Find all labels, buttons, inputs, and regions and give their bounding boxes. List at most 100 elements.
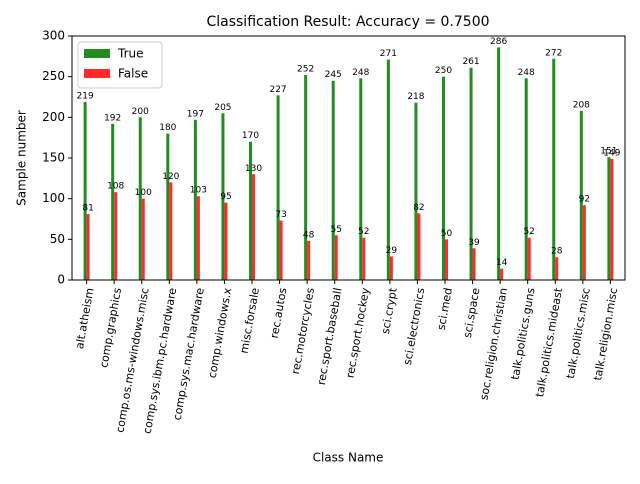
- value-label: 50: [441, 229, 453, 239]
- bar: [307, 240, 311, 280]
- bar: [334, 235, 338, 280]
- bar: [555, 257, 559, 280]
- value-label: 248: [518, 68, 535, 78]
- bar: [500, 268, 504, 280]
- legend-swatch: [84, 49, 110, 58]
- x-tick-label: comp.windows.x: [206, 286, 235, 379]
- bar: [276, 95, 280, 280]
- value-label: 218: [407, 92, 424, 102]
- value-label: 252: [297, 65, 314, 75]
- bar: [610, 158, 614, 280]
- value-label: 108: [107, 182, 124, 192]
- y-tick-label: 200: [42, 110, 65, 124]
- bar: [331, 80, 335, 280]
- bar: [362, 237, 366, 280]
- value-label: 81: [82, 204, 93, 214]
- x-axis-label: Class Name: [313, 451, 384, 465]
- value-label: 95: [220, 192, 231, 202]
- x-tick-label: talk.politics.guns: [509, 287, 538, 381]
- value-label: 208: [573, 100, 590, 110]
- x-tick-label: sci.med: [435, 287, 455, 331]
- y-tick-label: 150: [42, 151, 65, 165]
- x-tick-label: alt.atheism: [73, 287, 97, 350]
- value-label: 29: [386, 246, 398, 256]
- bar: [359, 78, 363, 280]
- legend-label: True: [117, 47, 144, 61]
- value-label: 48: [303, 230, 315, 240]
- value-label: 286: [490, 37, 507, 47]
- value-label: 245: [325, 70, 342, 80]
- x-tick-label: rec.sport.hockey: [344, 286, 373, 379]
- plot-frame: [71, 35, 626, 281]
- y-tick-label: 50: [50, 232, 65, 246]
- value-label: 92: [579, 195, 590, 205]
- bar: [221, 113, 225, 281]
- value-label: 219: [77, 91, 94, 101]
- y-tick-label: 250: [42, 69, 65, 83]
- value-label: 39: [468, 238, 480, 248]
- bar: [386, 59, 390, 280]
- bar: [552, 58, 556, 281]
- chart-title: Classification Result: Accuracy = 0.7500: [206, 14, 489, 30]
- bar: [169, 182, 173, 280]
- bar: [196, 196, 200, 280]
- x-tick-label: rec.sport.baseball: [315, 287, 345, 386]
- value-label: 120: [162, 172, 179, 182]
- x-tick-label: misc.forsale: [238, 287, 262, 355]
- value-label: 149: [603, 148, 620, 158]
- bar: [582, 205, 586, 280]
- x-tick-label: comp.graphics: [97, 287, 124, 369]
- bar: [444, 239, 448, 280]
- bar: [249, 141, 253, 280]
- bar: [417, 213, 421, 280]
- bar: [83, 101, 87, 280]
- legend-label: False: [118, 67, 148, 81]
- value-label: 130: [245, 164, 262, 174]
- value-label: 103: [190, 186, 207, 196]
- bar: [497, 47, 501, 281]
- value-label: 248: [352, 68, 369, 78]
- x-tick-label: talk.religion.misc: [591, 287, 620, 382]
- bar: [472, 248, 476, 280]
- x-tick-label: sci.crypt: [379, 286, 400, 335]
- value-label: 82: [413, 203, 424, 213]
- x-tick-label: sci.electronics: [401, 287, 427, 366]
- value-label: 28: [551, 247, 563, 257]
- x-tick-label: talk.politics.misc: [564, 287, 593, 380]
- value-label: 14: [496, 258, 508, 268]
- value-label: 180: [159, 123, 176, 133]
- value-label: 205: [214, 103, 231, 113]
- bar: [441, 76, 445, 281]
- bar: [86, 214, 90, 280]
- value-label: 261: [462, 57, 479, 67]
- value-label: 192: [104, 113, 121, 123]
- y-axis-label: Sample number: [15, 110, 29, 206]
- value-label: 73: [275, 210, 286, 220]
- bar: [469, 67, 473, 280]
- value-label: 271: [380, 49, 397, 59]
- bar: [304, 75, 308, 280]
- bar: [607, 157, 611, 280]
- value-label: 52: [523, 227, 534, 237]
- x-tick-label: sci.space: [461, 287, 483, 339]
- value-label: 55: [330, 225, 341, 235]
- bar: [141, 198, 145, 280]
- bar: [193, 119, 197, 280]
- bar: [414, 102, 418, 281]
- x-tick-label: talk.politics.mideast: [533, 286, 565, 398]
- bar: [389, 256, 393, 280]
- value-label: 151: [600, 147, 617, 157]
- value-label: 250: [435, 66, 452, 76]
- value-label: 200: [132, 107, 149, 117]
- bar: [114, 192, 118, 280]
- value-label: 197: [187, 109, 204, 119]
- value-label: 100: [135, 188, 152, 198]
- value-label: 272: [545, 48, 562, 58]
- bar: [579, 110, 583, 281]
- y-tick-label: 0: [57, 273, 65, 287]
- bar: [138, 117, 142, 280]
- y-tick-label: 300: [42, 29, 65, 43]
- value-label: 227: [269, 85, 286, 95]
- bar: [166, 133, 170, 280]
